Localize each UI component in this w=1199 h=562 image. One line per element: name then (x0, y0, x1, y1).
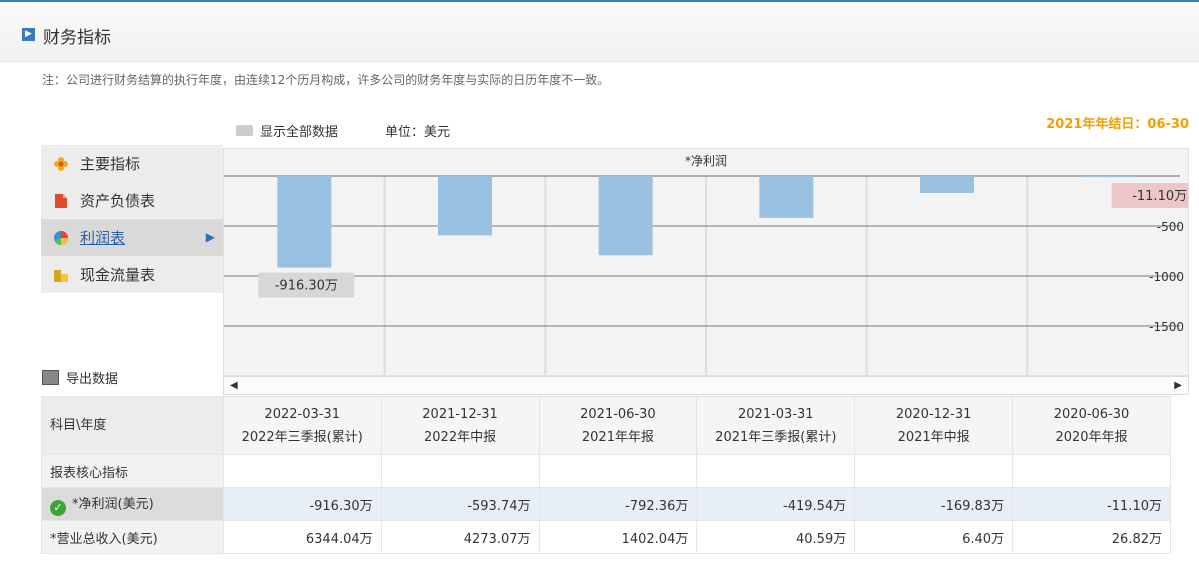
cell-value: -169.83万 (854, 487, 1014, 521)
data-label-box (1111, 183, 1199, 208)
scroll-right-icon[interactable]: ▶ (1174, 380, 1182, 391)
data-label: -916.30万 (275, 279, 338, 294)
column-date: 2020-12-31 (895, 406, 972, 422)
sidebar-item-label: 资产负债表 (80, 192, 156, 210)
cell-value: -11.10万 (1012, 487, 1171, 521)
sidebar-item-label: 利润表 (80, 229, 126, 247)
column-header: 2020-12-31 2021年中报 (854, 396, 1014, 455)
column-header: 2021-06-30 2021年年报 (538, 396, 698, 455)
cell-value: 6.40万 (854, 520, 1014, 554)
section-row: 报表核心指标 (41, 454, 1171, 488)
bar (759, 176, 814, 218)
chart-scrollbar[interactable]: ◀ ▶ (223, 376, 1189, 395)
year-end-date: 2021年年结日：06-30 (1046, 117, 1189, 132)
cell-value: 26.82万 (1012, 520, 1171, 554)
bar (920, 176, 974, 193)
column-date: 2021-06-30 (580, 406, 656, 422)
financial-table: 科目\年度 2022-03-31 2022年三季报(累计) 2021-12-31 2… (41, 396, 1171, 554)
sidebar-item-main-indicators[interactable]: 主要指标 (41, 145, 223, 182)
show-all-label: 显示全部数据 (260, 125, 339, 140)
unit-label: 单位：美元 (385, 125, 451, 140)
section-label: 报表核心指标 (41, 454, 224, 488)
table-header-row: 科目\年度 2022-03-31 2022年三季报(累计) 2021-12-31 2… (41, 396, 1171, 455)
sidebar-item-cash-flow[interactable]: 现金流量表 (41, 256, 223, 293)
column-header: 2022-03-31 2022年三季报(累计) (222, 396, 382, 455)
column-period: 2021年年报 (581, 429, 654, 445)
sidebar: 主要指标 资产负债表 利润表 ▶ 现金流量表 (41, 145, 223, 293)
cell-value: -792.36万 (538, 487, 698, 521)
cell-value: -593.74万 (380, 487, 540, 521)
net-profit-chart: -500 -1000 -1500 -916.30万 -11.10万 *净利润 (223, 148, 1199, 376)
table-row[interactable]: ✓ *净利润(美元) -916.30万 -593.74万 -792.36万 -41… (41, 487, 1171, 521)
scroll-left-icon[interactable]: ◀ (230, 380, 238, 391)
document-icon (55, 193, 67, 208)
show-all-data-toggle[interactable]: 显示全部数据 (236, 121, 338, 140)
horizontal-grid (224, 175, 1180, 327)
row-label: ✓ *净利润(美元) (41, 487, 224, 521)
check-icon: ✓ (50, 499, 66, 516)
column-period: 2022年三季报(累计) (241, 429, 363, 445)
export-icon (42, 370, 59, 385)
comment-icon (236, 125, 253, 136)
column-date: 2021-03-31 (738, 406, 814, 422)
chevron-right-icon: ▶ (22, 28, 35, 41)
pie-icon (54, 230, 68, 245)
column-period: 2020年年报 (1055, 429, 1128, 445)
column-header: 2020-06-30 2020年年报 (1012, 396, 1171, 455)
coins-icon (54, 269, 68, 282)
column-date: 2021-12-31 (422, 406, 498, 422)
y-tick-labels: -500 -1000 -1500 (1149, 220, 1184, 334)
data-labels: -916.30万 -11.10万 (258, 183, 1199, 298)
sidebar-item-balance-sheet[interactable]: 资产负债表 (41, 182, 223, 219)
bars (277, 176, 1135, 268)
bar (598, 176, 653, 256)
flower-icon (54, 156, 68, 171)
column-period: 2022年中报 (424, 429, 497, 445)
arrow-right-icon: ▶ (205, 230, 215, 244)
y-tick-label: -1500 (1149, 320, 1184, 334)
cell-value: 4273.07万 (380, 520, 540, 554)
y-tick-label: -1000 (1149, 270, 1184, 284)
y-tick-label: -500 (1157, 220, 1184, 234)
column-header: 2021-03-31 2021年三季报(累计) (696, 396, 856, 455)
export-data-button[interactable]: 导出数据 (42, 368, 118, 387)
cell-value: 1402.04万 (538, 520, 698, 554)
cell-value: 6344.04万 (222, 520, 382, 554)
data-label-box (258, 272, 355, 298)
bar (1080, 176, 1135, 178)
chart-title: *净利润 (685, 154, 727, 168)
section-title: 财务指标 (43, 28, 111, 48)
row-label-text: *净利润(美元) (72, 496, 154, 512)
cell-value: 40.59万 (696, 520, 856, 554)
section-header: ▶ 财务指标 (0, 0, 1199, 62)
column-date: 2020-06-30 (1053, 406, 1130, 422)
data-label: -11.10万 (1132, 189, 1187, 204)
sidebar-item-label: 现金流量表 (80, 266, 156, 284)
bar (277, 176, 332, 268)
chart-canvas: -500 -1000 -1500 -916.30万 -11.10万 *净利润 (224, 154, 1199, 375)
cell-value: -916.30万 (222, 487, 382, 521)
bar (438, 176, 492, 236)
corner-header: 科目\年度 (41, 396, 224, 455)
cell-value: -419.54万 (696, 487, 856, 521)
row-label: *营业总收入(美元) (41, 520, 224, 554)
sidebar-item-income-statement[interactable]: 利润表 ▶ (41, 219, 223, 256)
column-period: 2021年中报 (897, 429, 970, 445)
column-header: 2021-12-31 2022年中报 (380, 396, 540, 455)
fiscal-year-note: 注：公司进行财务结算的执行年度，由连续12个历月构成，许多公司的财务年度与实际的… (42, 73, 610, 87)
table-row[interactable]: *营业总收入(美元) 6344.04万 4273.07万 1402.04万 40… (41, 520, 1171, 554)
sidebar-item-label: 主要指标 (80, 155, 141, 173)
column-date: 2022-03-31 (264, 406, 340, 422)
export-label: 导出数据 (66, 372, 119, 387)
column-period: 2021年三季报(累计) (715, 429, 837, 445)
